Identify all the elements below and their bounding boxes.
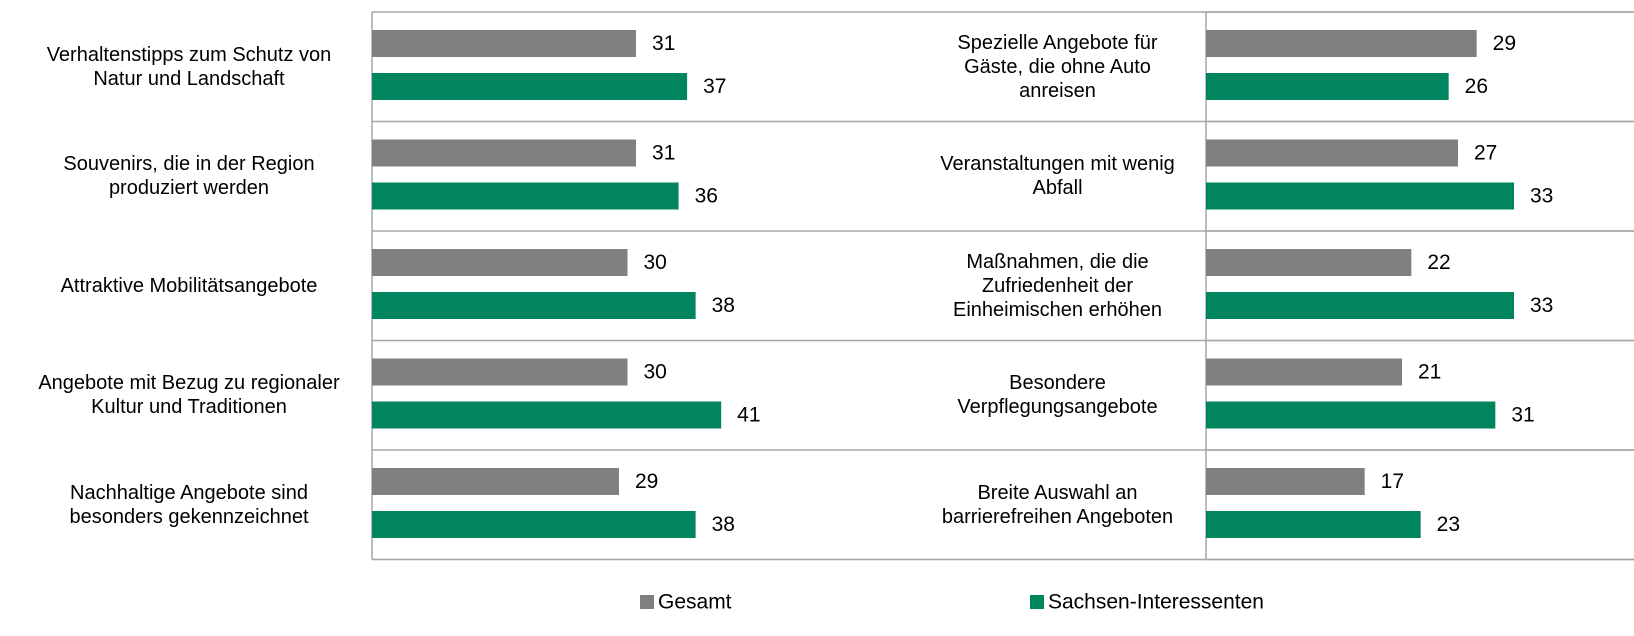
category-label: Attraktive Mobilitätsangebote <box>60 274 318 297</box>
bar <box>1206 73 1449 100</box>
value-label: 30 <box>644 251 667 274</box>
bar <box>1206 139 1458 167</box>
bar <box>372 511 696 538</box>
value-label: 30 <box>644 361 667 384</box>
value-label: 38 <box>712 513 735 536</box>
legend-label: Sachsen-Interessenten <box>1048 591 1264 614</box>
bar <box>1206 182 1514 210</box>
category-label: Souvenirs, die in der Region produziert … <box>63 153 315 200</box>
value-label: 36 <box>695 185 718 208</box>
value-label: 33 <box>1530 185 1553 208</box>
category-label: Breite Auswahl an barrierefreihen Angebo… <box>941 481 1174 528</box>
value-label: 23 <box>1437 513 1460 536</box>
bar <box>372 401 722 429</box>
value-label: 26 <box>1465 75 1488 98</box>
value-label: 41 <box>737 404 760 427</box>
bar <box>372 30 637 57</box>
category-label: Veranstaltungen mit wenig Abfall <box>940 153 1175 200</box>
category-label: Maßnahmen, die die Zufriedenheit der Ein… <box>952 250 1163 321</box>
bar <box>372 182 679 210</box>
legend-swatch <box>1030 595 1044 609</box>
bar <box>372 358 628 386</box>
category-label: Spezielle Angebote für Gäste, die ohne A… <box>957 31 1158 102</box>
bar <box>1206 292 1514 319</box>
bar <box>372 292 696 319</box>
value-label: 38 <box>712 294 735 317</box>
value-label: 33 <box>1530 294 1553 317</box>
legend-swatch <box>640 595 654 609</box>
bar <box>372 73 688 100</box>
value-label: 31 <box>1511 404 1534 427</box>
value-label: 29 <box>635 470 658 493</box>
bar <box>372 468 619 495</box>
value-label: 31 <box>652 32 675 55</box>
bar <box>1206 358 1402 386</box>
value-label: 37 <box>703 75 726 98</box>
bar <box>1206 511 1421 538</box>
category-label: Angebote mit Bezug zu regionaler Kultur … <box>38 372 340 419</box>
value-label: 31 <box>652 142 675 165</box>
value-label: 29 <box>1493 32 1516 55</box>
category-label: Besondere Verpflegungsangebote <box>957 372 1158 419</box>
value-label: 27 <box>1474 142 1497 165</box>
value-label: 17 <box>1381 470 1404 493</box>
legend-label: Gesamt <box>658 591 732 614</box>
bar <box>372 249 628 276</box>
bar <box>372 139 637 167</box>
value-label: 21 <box>1418 361 1441 384</box>
bar <box>1206 401 1496 429</box>
category-label: Verhaltenstipps zum Schutz von Natur und… <box>46 43 332 90</box>
bar <box>1206 30 1477 57</box>
value-label: 22 <box>1427 251 1450 274</box>
bar <box>1206 468 1365 495</box>
category-label: Nachhaltige Angebote sind besonders geke… <box>69 481 309 528</box>
bar <box>1206 249 1412 276</box>
